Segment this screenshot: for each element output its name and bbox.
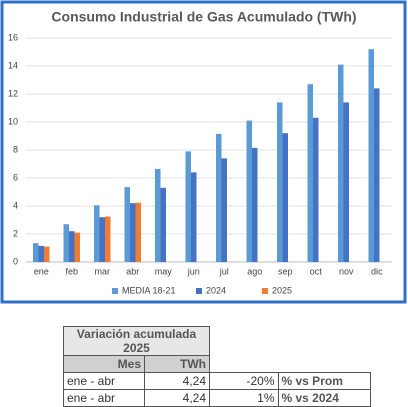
x-tick-label: may: [155, 266, 173, 276]
bar: [221, 158, 227, 262]
y-tick-label: 6: [13, 172, 18, 182]
x-tick-label: oct: [310, 266, 323, 276]
bar: [160, 187, 166, 262]
table-cell: ene - abr: [63, 389, 145, 407]
legend-swatch: [196, 288, 202, 294]
bar: [38, 245, 44, 262]
table-cell: ene - abr: [63, 372, 145, 390]
bar: [216, 133, 222, 262]
table-cell: 4,24: [144, 389, 210, 407]
y-tick-label: 2: [13, 228, 18, 238]
bar: [124, 187, 130, 262]
legend-swatch: [112, 288, 118, 294]
bar: [374, 88, 380, 263]
y-tick-label: 14: [8, 60, 18, 70]
x-tick-label: abr: [126, 266, 139, 276]
table-header: TWh: [144, 355, 210, 373]
bar: [338, 64, 344, 262]
chart-title: Consumo Industrial de Gas Acumulado (TWh…: [51, 9, 356, 25]
bar: [191, 172, 197, 262]
x-tick-label: ene: [34, 266, 49, 276]
bar: [252, 147, 258, 262]
x-tick-label: jun: [187, 266, 200, 276]
bar: [63, 224, 69, 262]
table-title: Variación acumulada 2025: [63, 326, 210, 356]
y-tick-label: 0: [13, 256, 18, 266]
legend-label: MEDIA 18-21: [122, 285, 176, 295]
bar: [44, 246, 50, 262]
bar: [155, 168, 161, 262]
y-tick-label: 16: [8, 32, 18, 42]
x-tick-label: mar: [95, 266, 111, 276]
bar: [185, 151, 191, 262]
bar: [282, 133, 288, 262]
bar: [74, 232, 80, 262]
legend-swatch: [262, 288, 268, 294]
table-cell: 1%: [209, 389, 279, 407]
x-tick-label: feb: [65, 266, 78, 276]
table-cell: -20%: [209, 372, 279, 390]
y-tick-label: 4: [13, 200, 18, 210]
bar: [307, 84, 313, 262]
table-cell: % vs 2024: [277, 389, 371, 407]
y-tick-label: 10: [8, 116, 18, 126]
y-tick-label: 8: [13, 144, 18, 154]
summary-table: Variación acumulada 2025 Mes TWh ene - ab…: [63, 326, 371, 407]
y-tick-label: 12: [8, 88, 18, 98]
bar: [99, 217, 105, 262]
chart: Consumo Industrial de Gas Acumulado (TWh…: [0, 0, 407, 304]
bar: [135, 202, 141, 262]
bar: [277, 102, 283, 263]
x-tick-label: ago: [247, 266, 262, 276]
x-tick-label: nov: [339, 266, 354, 276]
bar: [313, 117, 319, 262]
table-header: Mes: [63, 355, 145, 373]
bar: [94, 205, 100, 262]
table-cell: % vs Prom: [277, 372, 371, 390]
bar: [343, 102, 349, 263]
bar: [246, 120, 252, 262]
x-tick-label: sep: [278, 266, 293, 276]
legend-label: 2024: [206, 285, 226, 295]
x-tick-label: dic: [371, 266, 383, 276]
bar: [130, 203, 136, 262]
bar: [368, 49, 374, 263]
table-cell: 4,24: [144, 372, 210, 390]
legend-label: 2025: [272, 285, 292, 295]
x-tick-label: jul: [219, 266, 229, 276]
bar: [69, 231, 75, 262]
bar: [33, 243, 39, 262]
bar: [105, 216, 111, 262]
